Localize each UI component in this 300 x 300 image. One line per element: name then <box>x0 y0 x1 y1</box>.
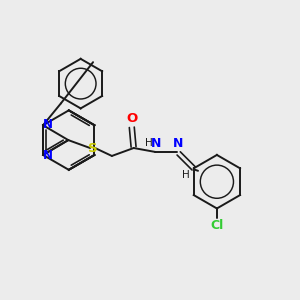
Text: H: H <box>182 170 190 180</box>
Text: Cl: Cl <box>210 219 224 232</box>
Text: S: S <box>88 142 98 154</box>
Text: N: N <box>43 118 53 131</box>
Text: N: N <box>43 149 53 162</box>
Text: O: O <box>126 112 137 125</box>
Text: N: N <box>173 136 183 150</box>
Text: H: H <box>145 138 152 148</box>
Text: N: N <box>151 136 162 150</box>
